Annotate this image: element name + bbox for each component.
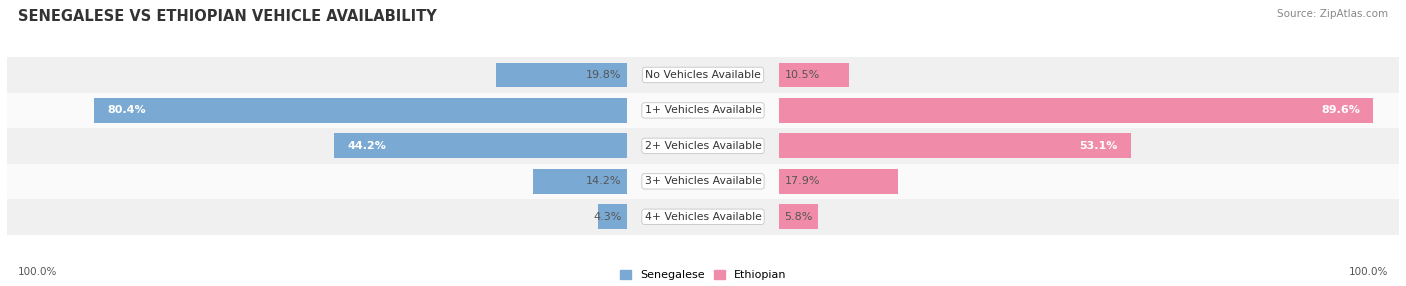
Text: 3+ Vehicles Available: 3+ Vehicles Available	[644, 176, 762, 186]
Text: 4.3%: 4.3%	[593, 212, 621, 222]
Text: 19.8%: 19.8%	[586, 70, 621, 80]
Text: 100.0%: 100.0%	[1348, 267, 1388, 277]
Bar	[7, 164, 1399, 199]
Text: 4+ Vehicles Available: 4+ Vehicles Available	[644, 212, 762, 222]
Bar	[779, 98, 1374, 123]
Text: Source: ZipAtlas.com: Source: ZipAtlas.com	[1277, 9, 1388, 19]
Text: 44.2%: 44.2%	[347, 141, 385, 151]
Bar	[779, 134, 1132, 158]
Bar	[94, 98, 627, 123]
Text: 53.1%: 53.1%	[1080, 141, 1118, 151]
Text: 100.0%: 100.0%	[18, 267, 58, 277]
Text: No Vehicles Available: No Vehicles Available	[645, 70, 761, 80]
Text: 17.9%: 17.9%	[785, 176, 820, 186]
Text: 5.8%: 5.8%	[785, 212, 813, 222]
Text: 2+ Vehicles Available: 2+ Vehicles Available	[644, 141, 762, 151]
Text: 89.6%: 89.6%	[1322, 106, 1360, 115]
Bar	[599, 204, 627, 229]
Bar	[7, 93, 1399, 128]
Bar	[779, 169, 898, 194]
Bar	[779, 63, 849, 87]
Bar	[7, 57, 1399, 93]
Text: 10.5%: 10.5%	[785, 70, 820, 80]
Bar	[779, 204, 818, 229]
Bar	[533, 169, 627, 194]
Bar	[7, 199, 1399, 235]
Text: SENEGALESE VS ETHIOPIAN VEHICLE AVAILABILITY: SENEGALESE VS ETHIOPIAN VEHICLE AVAILABI…	[18, 9, 437, 23]
Text: 80.4%: 80.4%	[107, 106, 146, 115]
Legend: Senegalese, Ethiopian: Senegalese, Ethiopian	[620, 270, 786, 281]
Bar	[495, 63, 627, 87]
Text: 1+ Vehicles Available: 1+ Vehicles Available	[644, 106, 762, 115]
Bar	[333, 134, 627, 158]
Text: 14.2%: 14.2%	[586, 176, 621, 186]
Bar	[7, 128, 1399, 164]
